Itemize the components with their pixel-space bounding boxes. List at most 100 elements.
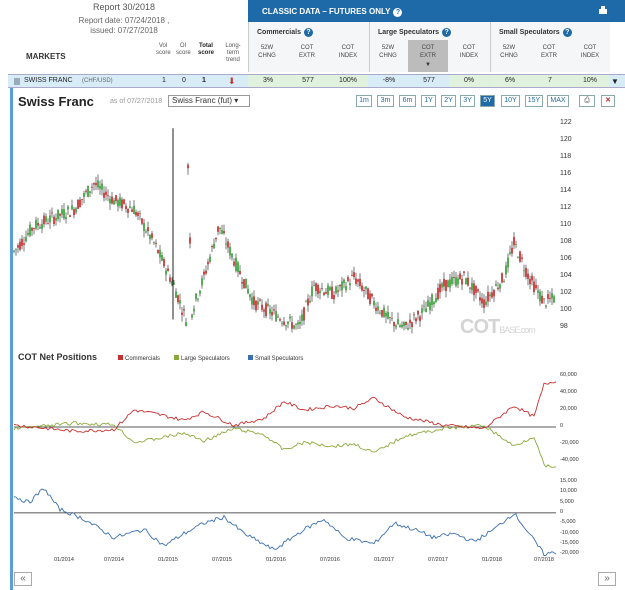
report-info: Report 30/2018 Report date: 07/24/2018 ,…: [0, 0, 248, 74]
col-cot-extr[interactable]: COT EXTR: [298, 45, 315, 59]
range-button-1Y[interactable]: 1Y: [421, 95, 436, 107]
candle-body: [461, 278, 463, 285]
range-button-6m[interactable]: 6m: [399, 95, 416, 107]
close-icon[interactable]: ✕: [601, 95, 615, 107]
candle-body: [487, 291, 489, 302]
col-52w[interactable]: 52W CHNG: [258, 45, 276, 59]
col-cot-extr[interactable]: COT EXTR: [419, 45, 436, 59]
market-select-value: Swiss Franc (fut): [172, 96, 233, 105]
candle-body: [81, 199, 83, 200]
candle-body: [327, 285, 329, 296]
range-button-5Y[interactable]: 5Y: [480, 95, 495, 107]
date-tick: 01/2016: [266, 557, 286, 563]
candle-body: [103, 192, 105, 198]
range-button-15Y[interactable]: 15Y: [525, 95, 543, 107]
candle-body: [265, 303, 267, 317]
range-button-1m[interactable]: 1m: [356, 95, 372, 107]
candle-body: [261, 304, 263, 310]
candle-body: [549, 297, 551, 299]
col-52w[interactable]: 52W CHNG: [500, 45, 518, 59]
candle-body: [255, 300, 257, 311]
candle-body: [283, 321, 285, 325]
col-cot-extr[interactable]: COT EXTR: [540, 45, 557, 59]
candle-body: [153, 242, 155, 243]
scroll-left-button[interactable]: «: [14, 572, 32, 586]
scroll-right-button[interactable]: »: [598, 572, 616, 586]
range-button-3Y[interactable]: 3Y: [460, 95, 475, 107]
date-tick: 01/2017: [374, 557, 394, 563]
market-select[interactable]: Swiss Franc (fut) ▾: [168, 95, 250, 107]
candle-body: [495, 284, 497, 286]
candle-body: [371, 293, 373, 297]
candle-body: [523, 270, 525, 271]
candle-body: [95, 182, 97, 186]
candle-body: [85, 190, 87, 192]
help-icon[interactable]: ?: [562, 28, 572, 37]
market-row[interactable]: SWISS FRANC (CHF/USD) 1 0 1 ⬇ 3% 577 100…: [8, 74, 625, 88]
chart-title: Swiss Franc: [18, 94, 94, 109]
cot1-tick: 40,000: [560, 389, 577, 395]
candle-body: [509, 252, 511, 254]
cot-panel-2: [13, 488, 557, 557]
candle-body: [133, 205, 135, 215]
candle-body: [59, 213, 61, 216]
col-cot-index[interactable]: COT INDEX: [459, 45, 479, 59]
help-icon[interactable]: ?: [393, 8, 403, 17]
col-52w[interactable]: 52W CHNG: [379, 45, 397, 59]
candle-body: [41, 223, 43, 229]
print-icon[interactable]: [598, 6, 608, 16]
cot2-tick: 5,000: [560, 498, 574, 505]
expand-icon[interactable]: ▼: [611, 77, 619, 86]
range-button-3m[interactable]: 3m: [377, 95, 394, 107]
candle-body: [411, 322, 413, 328]
candle-body: [227, 241, 229, 248]
value-cell: 0%: [449, 75, 489, 87]
candle-body: [489, 294, 491, 297]
vol-score: 1: [162, 77, 166, 84]
candle-body: [77, 199, 79, 209]
candle-body: [345, 285, 347, 291]
candle-body: [343, 279, 345, 284]
candle-body: [453, 277, 455, 278]
candle-body: [381, 309, 383, 317]
candle-body: [163, 258, 165, 267]
date-tick: 07/2015: [212, 557, 232, 563]
group-title: Small Speculators: [499, 29, 560, 36]
group-large-speculators: Large Speculators? 52W CHNG COT EXTR ▼ C…: [369, 22, 490, 72]
watermark: COTBASE.com: [460, 316, 536, 339]
print-button[interactable]: ⎙: [579, 95, 595, 107]
selected-column[interactable]: [408, 40, 448, 72]
help-icon[interactable]: ?: [303, 28, 313, 37]
candle-body: [213, 243, 215, 249]
candle-body: [473, 283, 475, 296]
candle-body: [27, 232, 29, 235]
price-tick: 98: [560, 323, 568, 330]
candle-body: [241, 281, 243, 284]
range-button-2Y[interactable]: 2Y: [441, 95, 456, 107]
candle-body: [175, 291, 177, 298]
chart-panel: [10, 88, 625, 590]
candle-body: [525, 267, 527, 277]
candle-body: [365, 286, 367, 290]
help-icon[interactable]: ?: [442, 28, 452, 37]
candle-body: [471, 283, 473, 291]
price-tick: 110: [560, 221, 572, 228]
candle-body: [39, 227, 41, 229]
candle-body: [173, 283, 175, 285]
candle-body: [397, 319, 399, 325]
col-cot-index[interactable]: COT INDEX: [338, 45, 358, 59]
cot-panel-1: [13, 381, 557, 468]
candle-body: [37, 222, 39, 226]
candle-body: [463, 271, 465, 273]
candle-body: [417, 310, 419, 315]
classic-data-header: CLASSIC DATA – FUTURES ONLY?: [248, 0, 625, 22]
range-button-10Y[interactable]: 10Y: [501, 95, 520, 107]
candle-body: [177, 295, 179, 303]
candle-body: [111, 196, 113, 204]
candle-body: [209, 256, 211, 262]
candle-body: [299, 321, 301, 325]
range-button-MAX[interactable]: MAX: [547, 95, 569, 107]
candle-body: [347, 277, 349, 282]
cot1-tick: 0: [560, 423, 564, 429]
col-cot-index[interactable]: COT INDEX: [580, 45, 600, 59]
